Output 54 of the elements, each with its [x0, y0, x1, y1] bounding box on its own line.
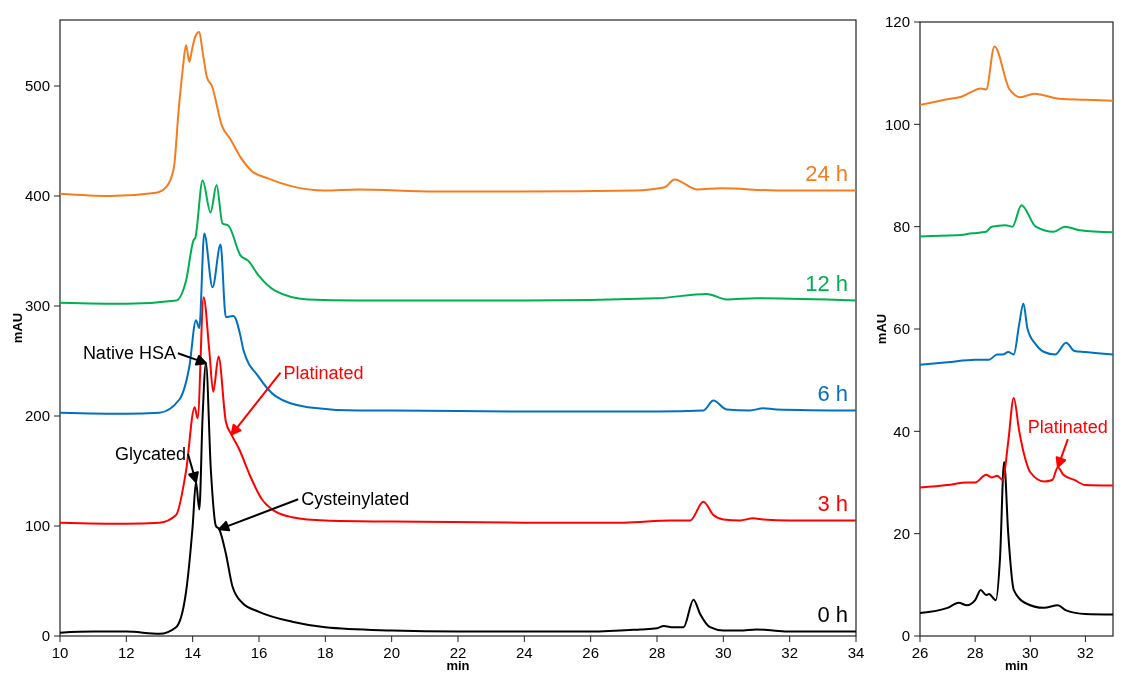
x-tick-label: 28 [966, 644, 984, 661]
y-tick-label: 80 [893, 217, 910, 235]
x-tick-label: 32 [1077, 644, 1094, 661]
annotation: Platinated [283, 362, 364, 383]
y-tick-label: 100 [884, 115, 910, 133]
x-tick-label: 20 [383, 644, 401, 661]
y-tick-label: 500 [24, 77, 50, 95]
series-label: 0 h [817, 601, 848, 627]
line-series [919, 204, 1114, 238]
x-tick-label: 28 [648, 644, 666, 661]
annotation: Native HSA [82, 343, 176, 364]
x-tick-label: 26 [911, 644, 929, 661]
x-tick-label: 24 [515, 644, 533, 661]
x-tick-label: 22 [449, 644, 467, 661]
y-tick-label: 120 [884, 13, 910, 31]
y-axis-title: mAU [10, 312, 25, 344]
y-tick-label: 60 [893, 320, 910, 338]
x-tick-label: 18 [316, 644, 334, 661]
series-label: 6 h [817, 380, 848, 406]
annotation: Glycated [114, 444, 186, 464]
line-series [919, 302, 1114, 366]
x-tick-label: 12 [117, 644, 135, 661]
y-tick-label: 400 [24, 187, 50, 205]
x-tick-label: 30 [714, 644, 732, 661]
y-tick-label: 200 [24, 407, 50, 425]
x-tick-label: 30 [1021, 644, 1039, 661]
annotation: Platinated [1027, 417, 1108, 438]
series-label: 24 h [805, 160, 848, 186]
x-tick-label: 10 [51, 644, 69, 661]
line-series [59, 179, 857, 305]
series-label: 3 h [817, 490, 848, 516]
x-axis-title: min [446, 658, 470, 673]
x-axis-title: min [1004, 658, 1029, 673]
line-series [59, 362, 857, 635]
annotation: Cysteinylated [301, 489, 410, 510]
x-tick-label: 34 [847, 644, 865, 661]
line-series [59, 296, 857, 525]
series-label: 12 h [805, 270, 848, 296]
y-tick-label: 20 [893, 524, 910, 542]
line-series [59, 31, 857, 197]
y-tick-label: 0 [41, 627, 50, 645]
x-tick-label: 16 [250, 644, 268, 661]
y-tick-label: 0 [901, 627, 910, 645]
line-series [919, 45, 1114, 106]
line-series [919, 461, 1114, 616]
y-tick-label: 100 [24, 517, 50, 535]
x-tick-label: 14 [184, 644, 202, 661]
x-tick-label: 32 [781, 644, 799, 661]
y-tick-label: 300 [24, 297, 50, 315]
line-series [59, 232, 857, 415]
y-axis-title: mAU [874, 313, 889, 345]
line-series [919, 397, 1114, 489]
x-tick-label: 26 [582, 644, 600, 661]
y-tick-label: 40 [893, 422, 910, 440]
